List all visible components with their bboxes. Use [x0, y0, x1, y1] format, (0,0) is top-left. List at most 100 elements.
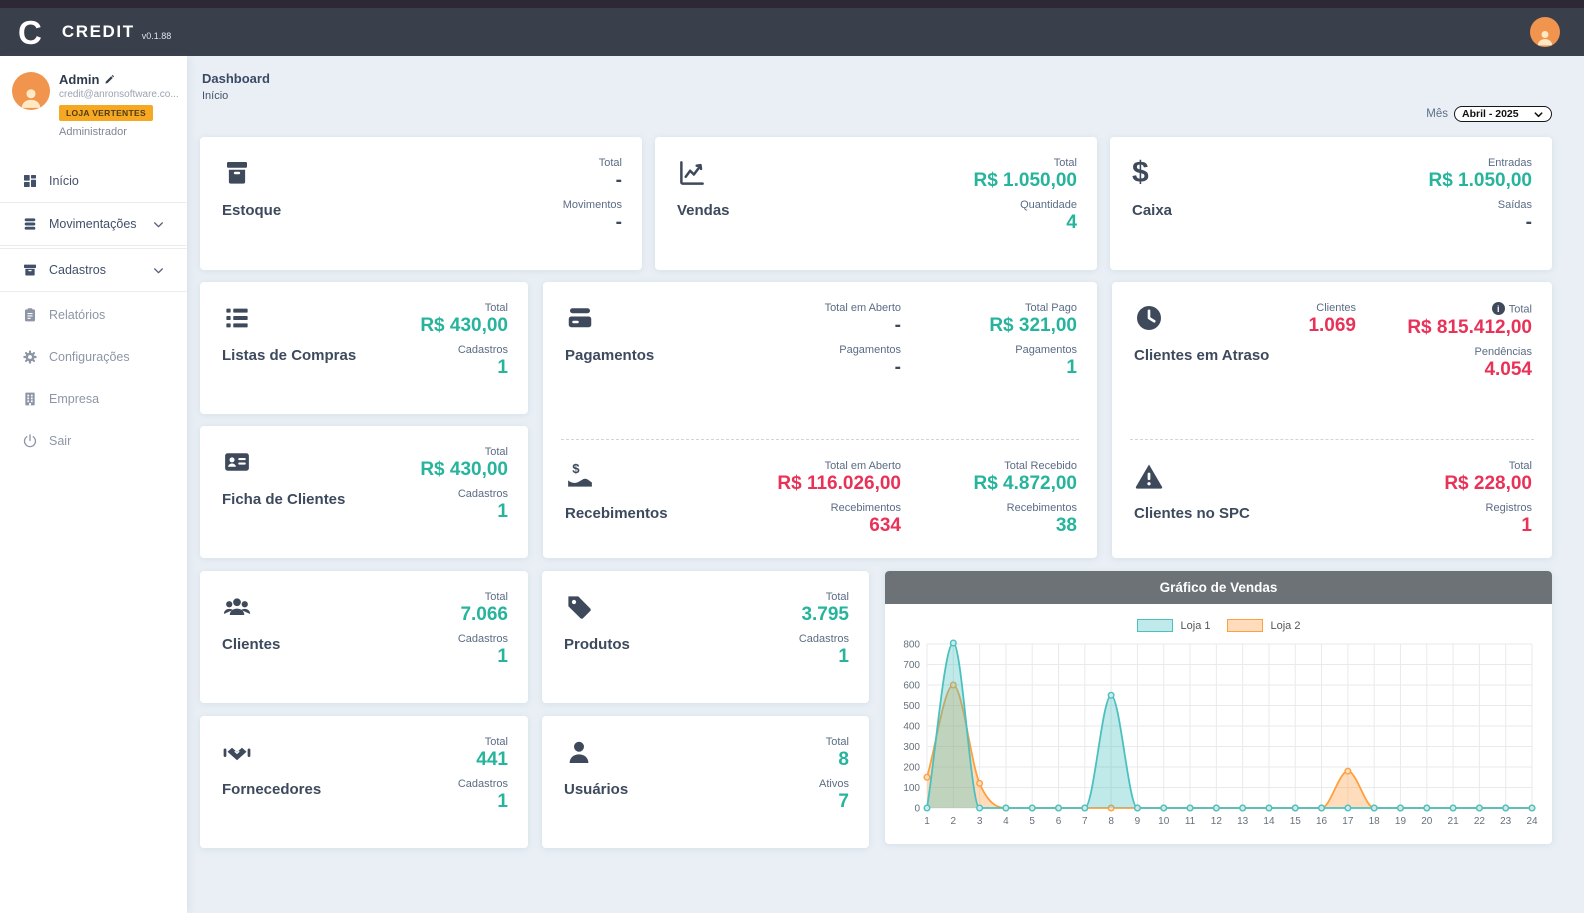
metric-label: Total [1053, 157, 1077, 169]
svg-text:17: 17 [1342, 816, 1354, 827]
month-select[interactable]: Abril - 2025 [1454, 106, 1552, 122]
metric-label: Total [825, 736, 849, 748]
metric-value: - [615, 212, 622, 233]
metric-value: 38 [1055, 515, 1077, 536]
chevron-down-icon[interactable] [152, 264, 165, 277]
svg-text:300: 300 [903, 742, 920, 753]
chart-legend: Loja 1 Loja 2 [885, 619, 1552, 632]
chevron-down-icon [1533, 109, 1544, 120]
tag-icon [564, 591, 630, 623]
metric-label: Cadastros [457, 778, 508, 790]
metric-value: R$ 4.872,00 [973, 473, 1077, 494]
metric-label: Pendências [1474, 345, 1533, 358]
user-avatar-button[interactable] [1530, 17, 1560, 47]
chart-title: Gráfico de Vendas [885, 571, 1552, 604]
svg-text:1: 1 [924, 816, 930, 827]
sidebar-item-label: Início [49, 174, 79, 188]
sidebar-item-cadastros[interactable]: Cadastros [0, 248, 187, 292]
svg-text:11: 11 [1185, 816, 1196, 827]
svg-text:700: 700 [903, 660, 920, 671]
card-title: Estoque [222, 202, 282, 219]
sales-chart-card: Gráfico de Vendas Loja 1 Loja 2 0 100 200 30… [885, 571, 1552, 844]
svg-text:2: 2 [951, 816, 957, 827]
svg-text:5: 5 [1029, 816, 1035, 827]
card-title: Recebimentos [565, 505, 668, 522]
sidebar-item-sair[interactable]: Sair [0, 420, 187, 462]
chart-plot-area: 0 100 200 300 400 500 600 700 800 1 2 3 4 5 6 7 8 9 10 11 12… [885, 632, 1552, 839]
warning-icon [1134, 460, 1250, 492]
chart-line-icon [677, 157, 730, 189]
user-email: credit@anronsoftware.co... [59, 89, 179, 100]
metric-label: Recebimentos [830, 502, 901, 514]
sidebar-item-inicio[interactable]: Início [0, 160, 187, 202]
legend-item[interactable]: Loja 2 [1226, 619, 1300, 632]
metric-label: Recebimentos [1006, 502, 1077, 514]
gear-icon [23, 350, 37, 364]
sidebar-item-configuracoes[interactable]: Configurações [0, 336, 187, 378]
metric-value: R$ 228,00 [1444, 473, 1532, 494]
metric-label: Total Pago [1025, 302, 1077, 314]
building-icon [25, 392, 35, 406]
metric-value: R$ 116.026,00 [777, 473, 901, 494]
svg-text:200: 200 [903, 763, 920, 774]
metric-label: Total [825, 591, 849, 603]
user-name: Admin [59, 72, 100, 87]
metric-label-text: Total [1508, 303, 1532, 316]
metric-label: Cadastros [457, 344, 508, 356]
chevron-down-icon[interactable] [152, 218, 165, 231]
sidebar-item-movimentacoes[interactable]: Movimentações [0, 202, 187, 246]
metric-label: Entradas [1487, 157, 1532, 169]
sidebar-item-empresa[interactable]: Empresa [0, 378, 187, 420]
hand-dollar-icon: $ [565, 460, 668, 492]
metric-label: Total [484, 302, 508, 314]
svg-text:14: 14 [1263, 816, 1275, 827]
metric-label: i Total [1402, 302, 1532, 316]
metric-value: R$ 430,00 [420, 315, 508, 336]
metric-label: Cadastros [457, 633, 508, 645]
stack-icon [24, 218, 36, 230]
svg-text:23: 23 [1500, 816, 1512, 827]
legend-swatch [1226, 619, 1263, 632]
card-title: Listas de Compras [222, 347, 357, 364]
sidebar: Admin credit@anronsoftware.co... LOJA VE… [0, 56, 187, 913]
sidebar-item-relatorios[interactable]: Relatórios [0, 294, 187, 336]
svg-text:100: 100 [903, 783, 920, 794]
clock-icon [1134, 302, 1269, 334]
svg-text:0: 0 [914, 804, 920, 815]
edit-profile-icon[interactable] [104, 74, 115, 85]
id-card-icon [222, 446, 345, 478]
metric-value: R$ 1.050,00 [1428, 170, 1532, 191]
legend-item[interactable]: Loja 1 [1136, 619, 1211, 632]
metric-label: Total [598, 157, 622, 169]
divider [1130, 439, 1534, 440]
metric-value: 4.054 [1484, 358, 1532, 380]
info-icon[interactable]: i [1491, 302, 1505, 315]
metric-label: Total Recebido [1004, 460, 1077, 472]
card-estoque: Estoque Total - Movimentos - [200, 137, 642, 270]
box-icon [222, 157, 281, 189]
sidebar-item-label: Cadastros [49, 263, 106, 277]
sidebar-item-label: Relatórios [49, 308, 106, 322]
metric-label: Total [484, 736, 508, 748]
metric-label: Quantidade [1020, 199, 1077, 211]
sidebar-nav: Início Movimentações Cadastros Relatório… [0, 160, 187, 462]
card-clientes-atraso-spc: Clientes em Atraso Clientes 1.069 i Total [1112, 282, 1552, 558]
metric-label: Clientes [1316, 302, 1356, 314]
metric-value: R$ 430,00 [420, 459, 508, 480]
archive-icon [24, 264, 36, 276]
card-vendas: Vendas Total R$ 1.050,00 Quantidade 4 [655, 137, 1097, 270]
svg-text:24: 24 [1526, 816, 1538, 827]
card-title: Usuários [564, 781, 629, 798]
metric-value: 634 [869, 515, 901, 536]
metric-value: 7.066 [460, 604, 508, 625]
metric-label: Total [1508, 460, 1532, 472]
svg-text:600: 600 [903, 681, 920, 692]
svg-text:400: 400 [903, 722, 920, 733]
card-title: Fornecedores [222, 781, 322, 798]
metric-label: Ativos [819, 778, 849, 790]
metric-label: Total em Aberto [824, 460, 901, 472]
sidebar-item-label: Empresa [49, 392, 100, 406]
svg-text:16: 16 [1316, 816, 1328, 827]
metric-value: 1 [497, 357, 508, 378]
